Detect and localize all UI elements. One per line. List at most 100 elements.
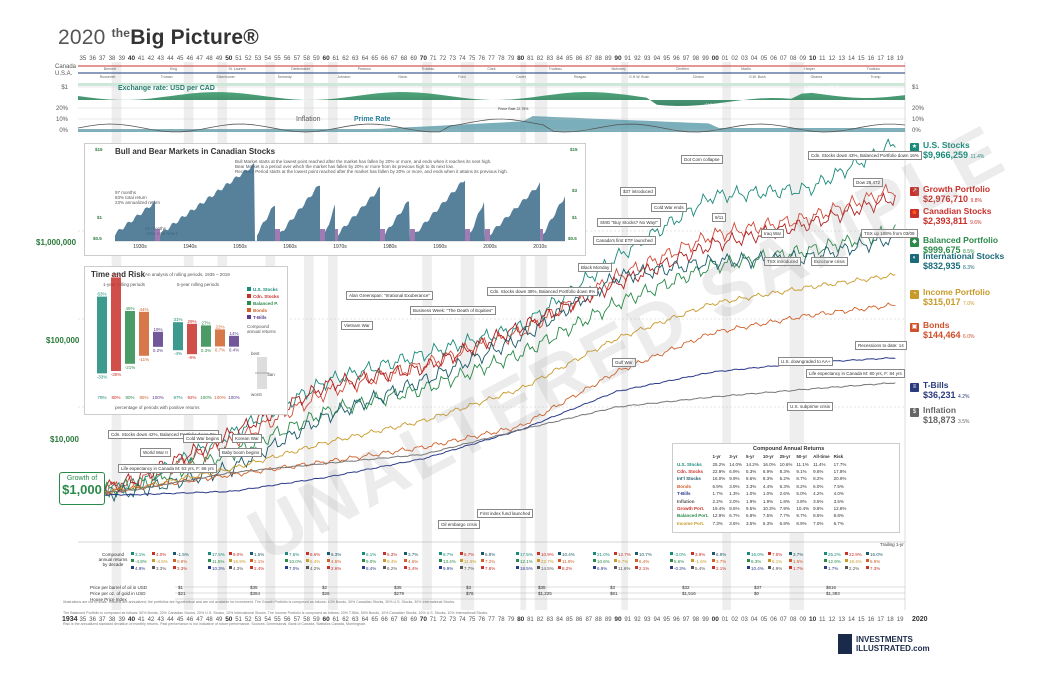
year-label-bottom: 39 — [118, 617, 125, 623]
bb-decade-label: 1960s — [283, 244, 297, 250]
year-label-bottom: 51 — [235, 617, 242, 623]
year-label-bottom: 79 — [508, 617, 515, 623]
year-label-top: 87 — [585, 56, 592, 62]
table-cell: 1.0% — [746, 491, 757, 497]
table-cell: 6.3% — [779, 483, 790, 489]
us-leader-name: G.H.W. Bush — [629, 75, 649, 79]
tr-1yr-worst: -30% — [111, 372, 122, 377]
year-label-top: 74 — [459, 56, 466, 62]
time-risk-footer: percentage of periods with positive retu… — [115, 405, 200, 410]
year-label-top: 93 — [644, 56, 651, 62]
decade-swatch — [362, 559, 365, 562]
table-cell: 3.9% — [729, 483, 740, 489]
tr-legend-swatch — [247, 301, 251, 305]
decade-swatch — [537, 566, 540, 569]
year-label-bottom: 13 — [838, 617, 845, 623]
decade-value: 6.4% — [310, 559, 320, 564]
recession-stripe-10 — [621, 62, 629, 610]
decade-swatch — [208, 552, 211, 555]
year-label-bottom: 49 — [216, 617, 223, 623]
bull-market-7 — [415, 180, 465, 241]
tr-5yr-bar-0 — [173, 322, 183, 351]
year-label-bottom: 53 — [255, 617, 262, 623]
exchange-area — [78, 92, 905, 106]
year-label-bottom: 44 — [167, 617, 174, 623]
annotation-a12: TSX up 108% from 03/09 — [861, 229, 918, 238]
decade-value: 2.1% — [254, 559, 264, 564]
year-label-top: 37 — [99, 56, 106, 62]
decade-swatch — [768, 559, 771, 562]
time-risk-col2: 5-year rolling periods — [177, 282, 220, 287]
decade-swatch — [558, 566, 561, 569]
year-label-bottom: 63 — [352, 617, 359, 623]
table-cell: 9.9% — [729, 476, 740, 482]
year-label-bottom: 54 — [264, 617, 271, 623]
year-label-bottom: 67 — [391, 617, 398, 623]
year-label-top: 82 — [537, 56, 544, 62]
year-label-bottom: 89 — [605, 617, 612, 623]
decade-swatch — [845, 559, 848, 562]
table-cell: 9.7% — [796, 513, 807, 519]
year-label-bottom: 02 — [731, 617, 738, 623]
box-label-best: best — [251, 351, 260, 356]
year-label-top: 97 — [683, 56, 690, 62]
bull-market-3 — [280, 185, 320, 241]
tr-1yr-best: 87% — [111, 272, 120, 277]
decade-value: 13.4% — [443, 559, 456, 564]
tr-legend-label: Bonds — [253, 308, 267, 313]
tr-5yr-best: 31% — [173, 317, 182, 322]
year-label-bottom: 93 — [644, 617, 651, 623]
year-label-top: 98 — [692, 56, 699, 62]
table-cell: 6.8% — [779, 520, 790, 526]
table-row: Growth Port. 19.4% 8.5% 9.5% 10.3% 7.9% 10.4% 9… — [675, 505, 848, 512]
year-label-top: 60 — [322, 55, 330, 62]
recession-stripe-13 — [904, 62, 907, 610]
us-leader-name: Reagan — [574, 75, 586, 79]
legend-name: International Stocks — [923, 251, 1005, 261]
year-label-top: 63 — [352, 56, 359, 62]
bb-right-tick-15: $15 — [570, 147, 578, 152]
year-label-top: 94 — [654, 56, 661, 62]
growth-line1: Growth of — [66, 475, 98, 482]
series-line-balanced-portfolio — [77, 224, 896, 504]
decade-value: 12.1% — [520, 559, 533, 564]
tr-5yr-bar-4 — [229, 335, 239, 347]
table-cell: 2.2% — [712, 498, 723, 504]
tr-5yr-worst: -9% — [188, 355, 196, 360]
year-label-top: 03 — [741, 56, 748, 62]
table-cell: 11.1% — [796, 461, 809, 467]
decade-value: 4.2% — [310, 566, 320, 571]
decade-value: 3.9% — [695, 552, 705, 557]
bull-market-8 — [470, 201, 485, 241]
table-cell: 5.3% — [746, 468, 757, 474]
table-cell: 9.8% — [813, 505, 824, 511]
table-row-label: T-Bills — [677, 491, 691, 497]
bb-decade-label: 1950s — [233, 244, 247, 250]
decade-value: 17.5% — [212, 552, 225, 557]
legend-icon-4: ◐ — [910, 254, 919, 263]
series-line-growth-portfolio — [77, 183, 896, 503]
year-label-top: 58 — [303, 56, 310, 62]
table-cell: 4.0% — [833, 491, 844, 497]
y-tick-100k: $100,000 — [46, 336, 80, 345]
decade-swatch — [670, 552, 673, 555]
bear-market-7 — [485, 229, 490, 241]
decade-value: 7.3% — [870, 566, 880, 571]
year-label-top: 91 — [624, 56, 631, 62]
annotation-a27: Baby boom begins — [219, 448, 263, 457]
tr-5yr-bar-1 — [187, 323, 197, 355]
table-cell: 8.2% — [813, 476, 824, 482]
table-cell: 12.8% — [833, 505, 847, 511]
year-label-bottom: 17 — [877, 617, 884, 623]
bull-market-5 — [338, 186, 380, 241]
decade-swatch — [516, 566, 519, 569]
table-cell: 8.9% — [796, 520, 807, 526]
decade-value: 22.7% — [541, 559, 554, 564]
year-label-top: 89 — [605, 56, 612, 62]
year-label-bottom: 95 — [663, 617, 670, 623]
year-label-bottom: 41 — [138, 617, 145, 623]
decade-value: 25.2% — [828, 552, 841, 557]
decade-swatch — [131, 559, 134, 562]
table-header-cell: 50-yr — [796, 454, 808, 460]
bb-decade-label: 2010s — [533, 244, 547, 250]
